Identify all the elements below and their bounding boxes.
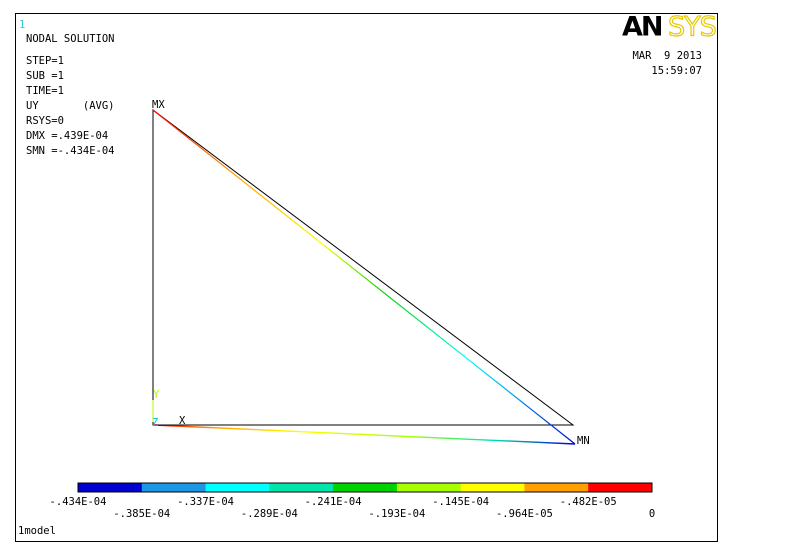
logo-an: AN (622, 12, 662, 43)
undeformed-shape (152, 109, 575, 426)
footer: 1model (18, 525, 56, 537)
max-label: MX (152, 99, 165, 111)
legend-swatch (269, 483, 334, 492)
frame (15, 13, 718, 542)
axis-y-label: Y (153, 389, 160, 401)
legend-label: -.337E-04 (177, 496, 234, 508)
info-line: NODAL SOLUTION (26, 33, 115, 45)
legend-label: -.289E-04 (241, 508, 298, 520)
legend-swatch (524, 483, 589, 492)
legend-swatch (396, 483, 462, 492)
legend-label: -.434E-04 (50, 496, 107, 508)
axis-x-label: X (179, 415, 186, 427)
info-line: SMN =-.434E-04 (26, 145, 115, 157)
legend-label: -.193E-04 (368, 508, 425, 520)
logo-sys: SYS (668, 12, 716, 43)
legend: -.434E-04 -.385E-04 -.337E-04 -.289E-04 -.24… (50, 482, 655, 520)
legend-swatch (78, 483, 143, 492)
info-line: TIME=1 (26, 85, 64, 97)
legend-label: -.964E-05 (496, 508, 553, 520)
legend-border (77, 482, 653, 493)
info-block: NODAL SOLUTION STEP=1 SUB =1 TIME=1 UY (AVG)… (26, 33, 115, 157)
legend-swatch (141, 483, 207, 492)
legend-label: -.482E-05 (560, 496, 617, 508)
deformed-edge (152, 109, 576, 445)
time: 15:59:07 (651, 65, 702, 77)
min-label: MN (577, 435, 590, 447)
legend-label: -.241E-04 (305, 496, 362, 508)
legend-label: -.385E-04 (113, 508, 170, 520)
info-line: DMX =.439E-04 (26, 130, 108, 142)
date: MAR 9 2013 (632, 50, 702, 62)
legend-label: 0 (649, 508, 655, 520)
info-line: STEP=1 (26, 55, 64, 67)
info-line: UY (AVG) (26, 100, 115, 112)
axis-z-label: Z (152, 417, 158, 429)
legend-swatch (588, 483, 653, 492)
deformed-edge (152, 424, 576, 445)
legend-label: -.145E-04 (432, 496, 489, 508)
info-line: SUB =1 (26, 70, 64, 82)
legend-swatch (205, 483, 270, 492)
info-line: RSYS=0 (26, 115, 64, 127)
legend-swatch (333, 483, 398, 492)
window-number: 1 (19, 19, 25, 31)
legend-swatch (460, 483, 525, 492)
